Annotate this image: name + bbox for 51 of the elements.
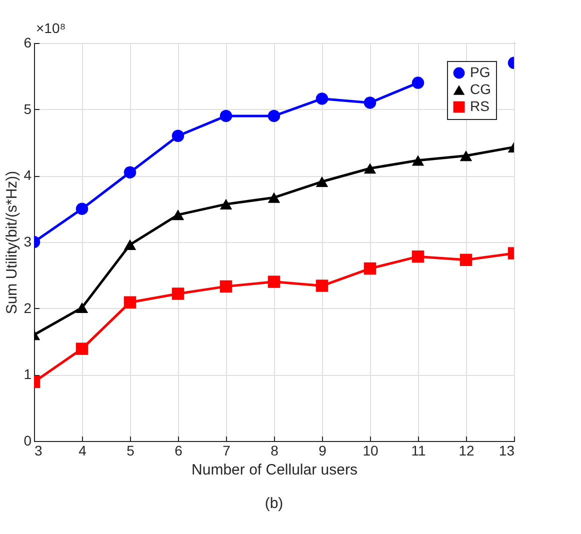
point: [76, 342, 88, 355]
x-axis-title: Number of Cellular users: [192, 462, 358, 478]
text: (b): [264, 495, 284, 512]
y-tick-label: 0: [24, 432, 32, 448]
point: [172, 210, 184, 220]
x-tick-label: 11: [411, 442, 426, 458]
point: [412, 250, 424, 263]
point: [124, 166, 136, 178]
point: [412, 155, 424, 166]
x-tick-label: 8: [270, 442, 279, 458]
text: ×10⁸: [36, 20, 66, 36]
point: [76, 202, 88, 215]
point: [460, 254, 472, 266]
point: [268, 110, 280, 122]
point: [172, 288, 184, 300]
y-tick-label: 1: [24, 366, 32, 382]
x-tick-label: 10: [362, 442, 378, 458]
point: [220, 198, 232, 210]
point: [316, 280, 328, 292]
legend-label: PG: [470, 64, 490, 80]
point: [364, 96, 376, 109]
point: [172, 130, 184, 142]
point: [76, 302, 88, 313]
point: [220, 280, 232, 293]
point: [124, 239, 136, 250]
point: [316, 176, 328, 187]
point: [316, 92, 328, 105]
x-tick-label: 13: [498, 442, 515, 458]
point: [268, 192, 280, 203]
x-tick-label: 9: [318, 442, 327, 458]
x-tick-label: 6: [174, 442, 183, 458]
y-tick-label: 4: [24, 167, 32, 184]
point: [364, 262, 376, 275]
point: [460, 150, 472, 162]
x-tick-label: 4: [78, 442, 87, 458]
x-tick-label: 7: [222, 442, 231, 458]
x-tick-label: 12: [458, 442, 474, 458]
legend-label: CG: [470, 81, 491, 97]
point: [268, 276, 280, 288]
y-tick-label: 2: [24, 300, 32, 316]
x-tick-label: 5: [126, 442, 135, 458]
legend-label: RS: [470, 98, 490, 114]
point: [220, 110, 232, 122]
y-tick-label: 3: [24, 234, 32, 250]
x-tick-label: 3: [34, 442, 42, 458]
y-tick-label: 5: [24, 100, 32, 117]
point: [364, 163, 376, 174]
y-tick-label: 6: [24, 34, 32, 50]
point: [124, 296, 136, 308]
point: [412, 76, 424, 89]
y-axis-title: Sum Utility(bit/(s*Hz)): [4, 170, 21, 314]
